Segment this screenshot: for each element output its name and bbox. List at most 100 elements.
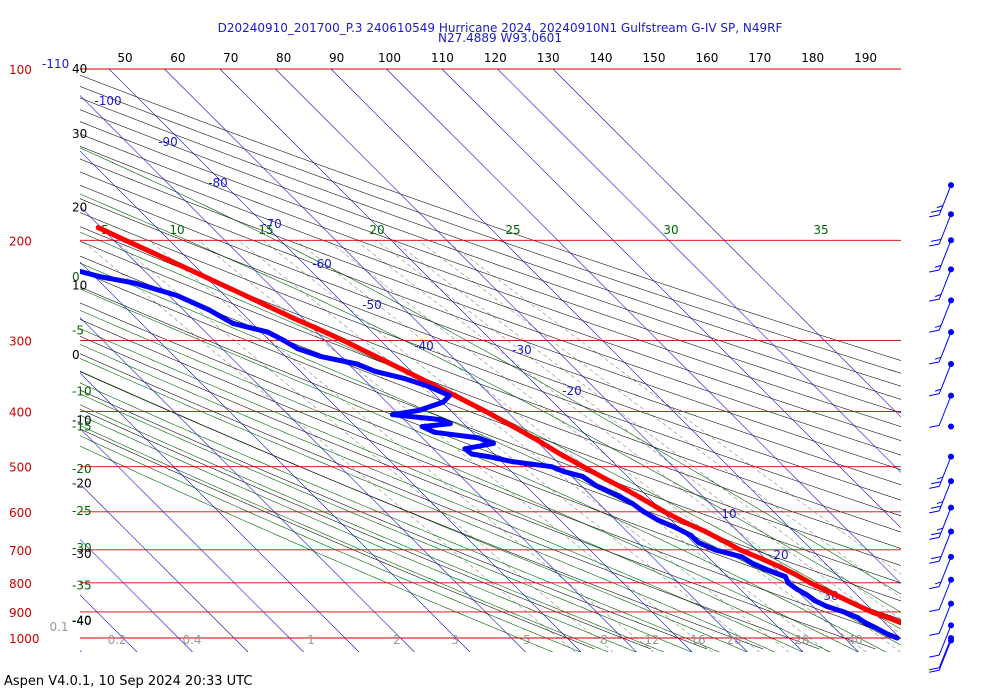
wind-barb-flag [929,329,940,333]
mixing-ratio-line [197,240,713,652]
top-scale-label: 190 [854,51,877,65]
wind-barb-flag [934,356,942,360]
dewpoint-point [437,417,442,422]
wind-barb-flag [929,632,940,636]
wind-barb [929,600,954,636]
temperature-point [839,595,844,601]
software-footer: Aspen V4.0.1, 10 Sep 2024 20:33 UTC [4,674,253,689]
isotherm-label: -60 [312,257,332,271]
wind-barb [929,553,954,590]
dry-adiabat [80,408,651,650]
isotherm-label: -80 [208,176,228,190]
dewpoint-point [894,635,900,641]
wind-barb-shaft [938,395,952,426]
chart-subtitle: N27.4889 W93.0601 [438,31,562,45]
temperature-point [340,338,346,343]
left-scale-label: -25 [72,504,92,518]
isotherm-line [80,206,526,652]
isotherm-line [80,483,249,652]
wind-barb-shaft [938,331,952,363]
dewpoint-point [317,353,323,359]
dewpoint-point [476,435,481,441]
wind-barb [929,211,954,247]
moist-adiabat [80,328,831,652]
left-scale-label: -5 [72,323,84,337]
moist-adiabat [80,382,720,652]
dewpoint-point [885,631,891,637]
dewpoint-point [655,517,661,523]
dewpoint-point [841,609,847,615]
mixing-ratio-lines [81,240,901,652]
moist-adiabat-label: 25 [505,223,520,237]
isotherm-label: -20 [562,384,582,398]
dewpoint-point [206,307,212,313]
wind-barb-shaft [938,480,952,512]
wind-barb-flag [936,501,944,505]
dewpoint-point [688,532,694,538]
left-scale-label: -15 [72,420,92,434]
left-scale-label: -10 [72,385,92,399]
dewpoint-point [510,459,516,465]
dry-adiabat [80,319,901,639]
isotherm-line [108,69,693,652]
dewpoint-point [57,264,62,269]
moist-adiabat-label: 30 [663,223,678,237]
left-scale-label: 40 [72,62,87,76]
chart-title: D20240910_201700_P.3 240610549 Hurricane… [217,21,783,35]
dry-adiabat [80,97,901,387]
wind-barb-flag [929,214,940,218]
mixing-ratio-label: 8 [600,633,608,647]
dewpoint-trace [80,268,900,641]
isotherm-line [552,69,901,418]
dewpoint-point [174,292,180,298]
top-scale-label: 170 [748,51,771,65]
temperature-point [242,292,248,298]
isotherm-label: -100 [94,94,121,108]
top-scale-label: 70 [223,51,238,65]
mixing-ratio-label: 2 [393,633,401,647]
moist-adiabat [80,445,554,652]
dewpoint-point [372,368,378,374]
dewpoint-point [416,407,422,413]
pressure-label: 1000 [9,632,40,646]
wind-barb [929,297,954,333]
mixing-ratio-label: 0.2 [107,633,126,647]
wind-barb-flag [930,556,942,560]
temperature-point [807,580,813,586]
dewpoint-point [99,274,105,280]
temperature-point [905,623,910,628]
wind-barb-shaft [938,531,952,562]
dewpoint-point [812,598,818,604]
mixing-ratio-label: 1 [307,633,315,647]
temperature-point [602,476,608,482]
moist-adiabat [80,370,748,652]
temperature-trace [95,225,901,626]
dewpoint-point [673,525,679,531]
isobars [80,68,901,639]
temperature-point [186,266,192,272]
top-scale-label: 50 [117,51,132,65]
wind-barb-flag [930,481,942,485]
dewpoint-point [469,451,475,457]
dry-adiabat [80,389,708,650]
temperature-point [884,614,890,620]
dry-adiabat [80,198,901,501]
wind-barb-flag [929,393,940,397]
dry-adiabat [80,226,901,533]
wind-barb [929,266,954,302]
dry-adiabat [80,212,901,517]
top-scale-label: 110 [431,51,454,65]
mixing-ratio-label: 12 [644,633,659,647]
isotherm-line [80,317,415,652]
wind-barb-flag [929,669,940,673]
wind-barb-flag [934,264,942,268]
top-scale-label: 150 [643,51,666,65]
dry-adiabat [80,371,764,650]
moist-adiabat [80,193,901,613]
dry-adiabat [80,184,901,486]
wind-barb [929,622,954,658]
wind-barb-flag [929,654,940,658]
temperature-point [926,636,931,641]
dewpoint-point [281,338,287,343]
wind-barb [929,637,954,673]
